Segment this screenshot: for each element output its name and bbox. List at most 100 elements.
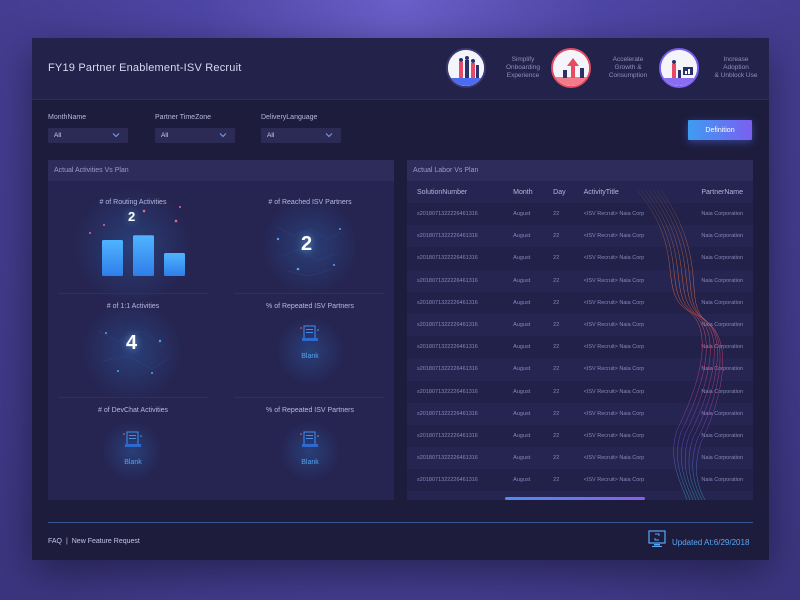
column-header[interactable]: SolutionNumber [417,188,468,196]
table-cell: s2018071322226461316 [417,299,478,306]
divider [58,397,208,398]
table-cell: s2018071322226461316 [417,211,478,218]
table-cell: Naia Corporation [701,388,743,395]
network-background [74,188,358,481]
divider [58,293,208,294]
table-row[interactable]: s2018071322226461316 August 22 <ISV Recruit… [407,291,753,314]
footer-links: FAQ | New Feature Request [48,538,140,545]
table-cell: August [513,322,531,329]
table-cell: Naia Corporation [701,344,743,351]
table-cell: s2018071322226461316 [417,410,478,417]
table-row[interactable]: s2018071322226461316 August 22 <ISV Recruit… [407,269,753,292]
table-cell: s2018071322226461316 [417,322,478,329]
table-cell: August [513,255,531,262]
feature-adoption: Increase Adoption & Unblock Use [659,48,769,90]
table-cell: August [513,410,531,417]
feature-text: Accelerate Growth & Consumption [608,56,648,79]
column-header[interactable]: ActivityTitle [583,188,619,196]
column-header[interactable]: Month [513,188,533,196]
table-cell: s2018071322226461316 [417,388,478,395]
feature-text: Simplify Onboarding Experience [506,56,540,79]
language-select-value: All [267,132,275,139]
table-row[interactable]: s2018071322226461316 August 22 <ISV Recruit… [407,203,753,226]
footer-divider [48,522,753,523]
table-row[interactable]: s2018071322226461316 August 22 <ISV Recruit… [407,469,753,492]
table-row[interactable]: s2018071322226461316 August 22 <ISV Recruit… [407,380,753,403]
table-cell: <ISV Recruit> Naia Corp [583,366,645,373]
table-cell: August [513,299,531,306]
table-cell: 22 [553,211,560,218]
table-row[interactable]: s2018071322226461316 August 22 <ISV Recruit… [407,247,753,270]
timezone-select[interactable]: All [155,128,235,143]
table-cell: 22 [553,322,560,329]
adoption-chart-icon [659,48,699,88]
horizontal-scrollbar[interactable] [505,497,645,500]
table-cell: Naia Corporation [701,455,743,462]
language-select[interactable]: All [261,128,341,143]
table-cell: <ISV Recruit> Naia Corp [583,432,645,439]
table-row[interactable]: s2018071322226461316 August 22 <ISV Recruit… [407,313,753,337]
table-cell: <ISV Recruit> Naia Corp [583,299,645,306]
divider [234,397,384,398]
tile-title-reached-partners: # of Reached ISV Partners [268,199,352,206]
table-cell: August [513,388,531,395]
table-cell: 22 [553,410,560,417]
timezone-select-value: All [161,132,169,139]
table-cell: 22 [553,344,560,351]
tile-title-repeated-partners-2: % of Repeated ISV Partners [266,407,354,414]
table-cell: <ISV Recruit> Naia Corp [583,322,645,329]
table-row[interactable]: s2018071322226461316 August 22 <ISV Recruit… [407,424,753,448]
table-cell: Naia Corporation [701,366,743,373]
routing-bar [133,235,154,276]
repeated-partners-blank: Blank [301,353,319,360]
panel-title: Actual Activities Vs Plan [48,160,394,181]
table-cell: <ISV Recruit> Naia Corp [583,233,645,240]
feature-request-link[interactable]: New Feature Request [71,538,140,545]
table-cell: s2018071322226461316 [417,255,478,262]
table-row[interactable]: s2018071322226461316 August 22 <ISV Recruit… [407,358,753,381]
column-header[interactable]: PartnerName [701,188,743,196]
table-cell: August [513,277,531,284]
table-row[interactable]: s2018071322226461316 August 22 <ISV Recruit… [407,336,753,359]
definition-button[interactable]: Definition [688,120,752,140]
routing-activities-value: 2 [128,209,136,224]
divider [234,293,384,294]
feature-growth: Accelerate Growth & Consumption [551,48,661,90]
table-row[interactable]: s2018071322226461316 August 22 <ISV Recruit… [407,447,753,470]
table-cell: <ISV Recruit> Naia Corp [583,344,645,351]
tile-title-one-on-one: # of 1:1 Activities [106,303,160,310]
routing-bar [102,240,123,276]
faq-link[interactable]: FAQ [48,538,63,545]
table-cell: 22 [553,233,560,240]
monitor-icon [648,530,666,547]
feature-text: Increase Adoption & Unblock Use [714,56,758,79]
table-cell: <ISV Recruit> Naia Corp [583,477,645,484]
table-cell: August [513,344,531,351]
table-cell: Naia Corporation [701,299,743,306]
table-cell: August [513,211,531,218]
timezone-filter-label: Partner TimeZone [155,114,212,121]
table-cell: Naia Corporation [701,432,743,439]
labor-table: SolutionNumber Month Day ActivityTitle Partn… [407,181,753,492]
table-row[interactable]: s2018071322226461316 August 22 <ISV Recruit… [407,225,753,248]
table-cell: s2018071322226461316 [417,344,478,351]
table-cell: August [513,366,531,373]
table-row[interactable]: s2018071322226461316 August 22 <ISV Recruit… [407,402,753,425]
table-cell: <ISV Recruit> Naia Corp [583,277,645,284]
routing-bar [164,252,185,276]
table-cell: <ISV Recruit> Naia Corp [583,255,645,262]
month-select[interactable]: All [48,128,128,143]
table-cell: s2018071322226461316 [417,432,478,439]
table-cell: August [513,455,531,462]
routing-activities-bar-chart [102,235,185,276]
panel-title: Actual Labor Vs Plan [407,160,753,181]
table-cell: s2018071322226461316 [417,366,478,373]
column-header[interactable]: Day [553,188,566,196]
table-cell: s2018071322226461316 [417,277,478,284]
table-cell: <ISV Recruit> Naia Corp [583,388,645,395]
feature-onboarding: Simplify Onboarding Experience [446,48,556,90]
table-cell: Naia Corporation [701,255,743,262]
chevron-down-icon [112,133,120,138]
table-cell: Naia Corporation [701,277,743,284]
table-cell: August [513,432,531,439]
